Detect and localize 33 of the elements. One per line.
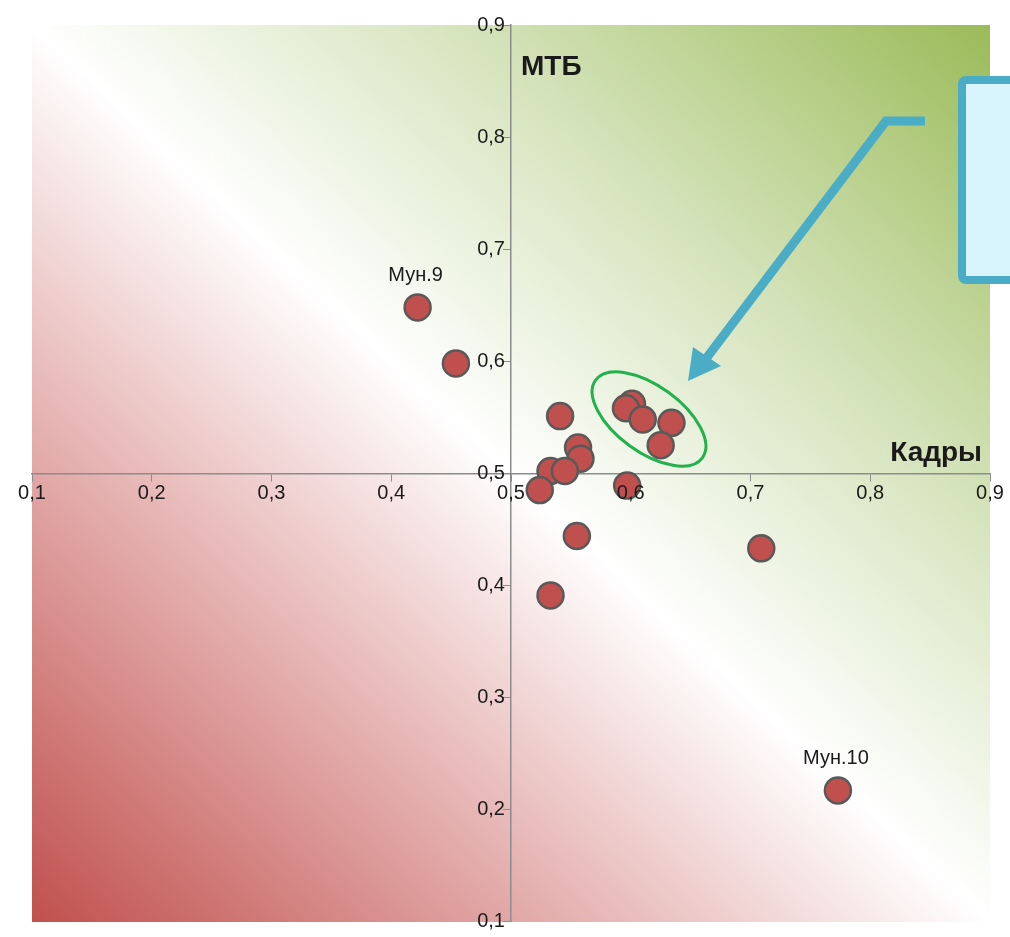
y-axis-title: МТБ <box>521 49 582 81</box>
x-tick-label: 0,4 <box>377 480 406 503</box>
point <box>550 456 580 486</box>
y-tick-label: 0,7 <box>477 236 505 259</box>
x-tick-label: 0,7 <box>736 480 765 503</box>
annotation: Мун.9 <box>388 262 443 285</box>
x-tick-label: 0,2 <box>137 480 166 503</box>
y-tick-label: 0,8 <box>477 124 505 147</box>
x-tick-label: 0,3 <box>257 480 286 503</box>
point <box>403 293 432 322</box>
y-tick-label: 0,3 <box>477 684 505 707</box>
point <box>525 475 554 505</box>
y-tick-label: 0,5 <box>477 460 505 483</box>
point <box>441 349 471 378</box>
point <box>536 581 565 610</box>
x-tick-label: 0,1 <box>18 480 46 503</box>
point <box>646 430 675 460</box>
point <box>747 534 776 563</box>
x-tick-label: 0,8 <box>856 480 885 503</box>
point <box>545 401 575 431</box>
point <box>562 521 592 551</box>
x-axis-title: Кадры <box>890 435 982 467</box>
point <box>823 776 853 805</box>
point <box>628 405 657 434</box>
point <box>657 408 686 438</box>
y-tick-label: 0,2 <box>477 796 505 819</box>
y-tick-label: 0,6 <box>477 348 505 371</box>
x-tick-label: 0,5 <box>497 480 525 503</box>
y-tick-label: 0,9 <box>477 12 505 35</box>
annotation: Мун.10 <box>803 745 869 768</box>
x-tick-label: 0,9 <box>976 480 1004 503</box>
y-tick-label: 0,4 <box>477 572 505 595</box>
y-tick-label: 0,1 <box>477 909 505 932</box>
